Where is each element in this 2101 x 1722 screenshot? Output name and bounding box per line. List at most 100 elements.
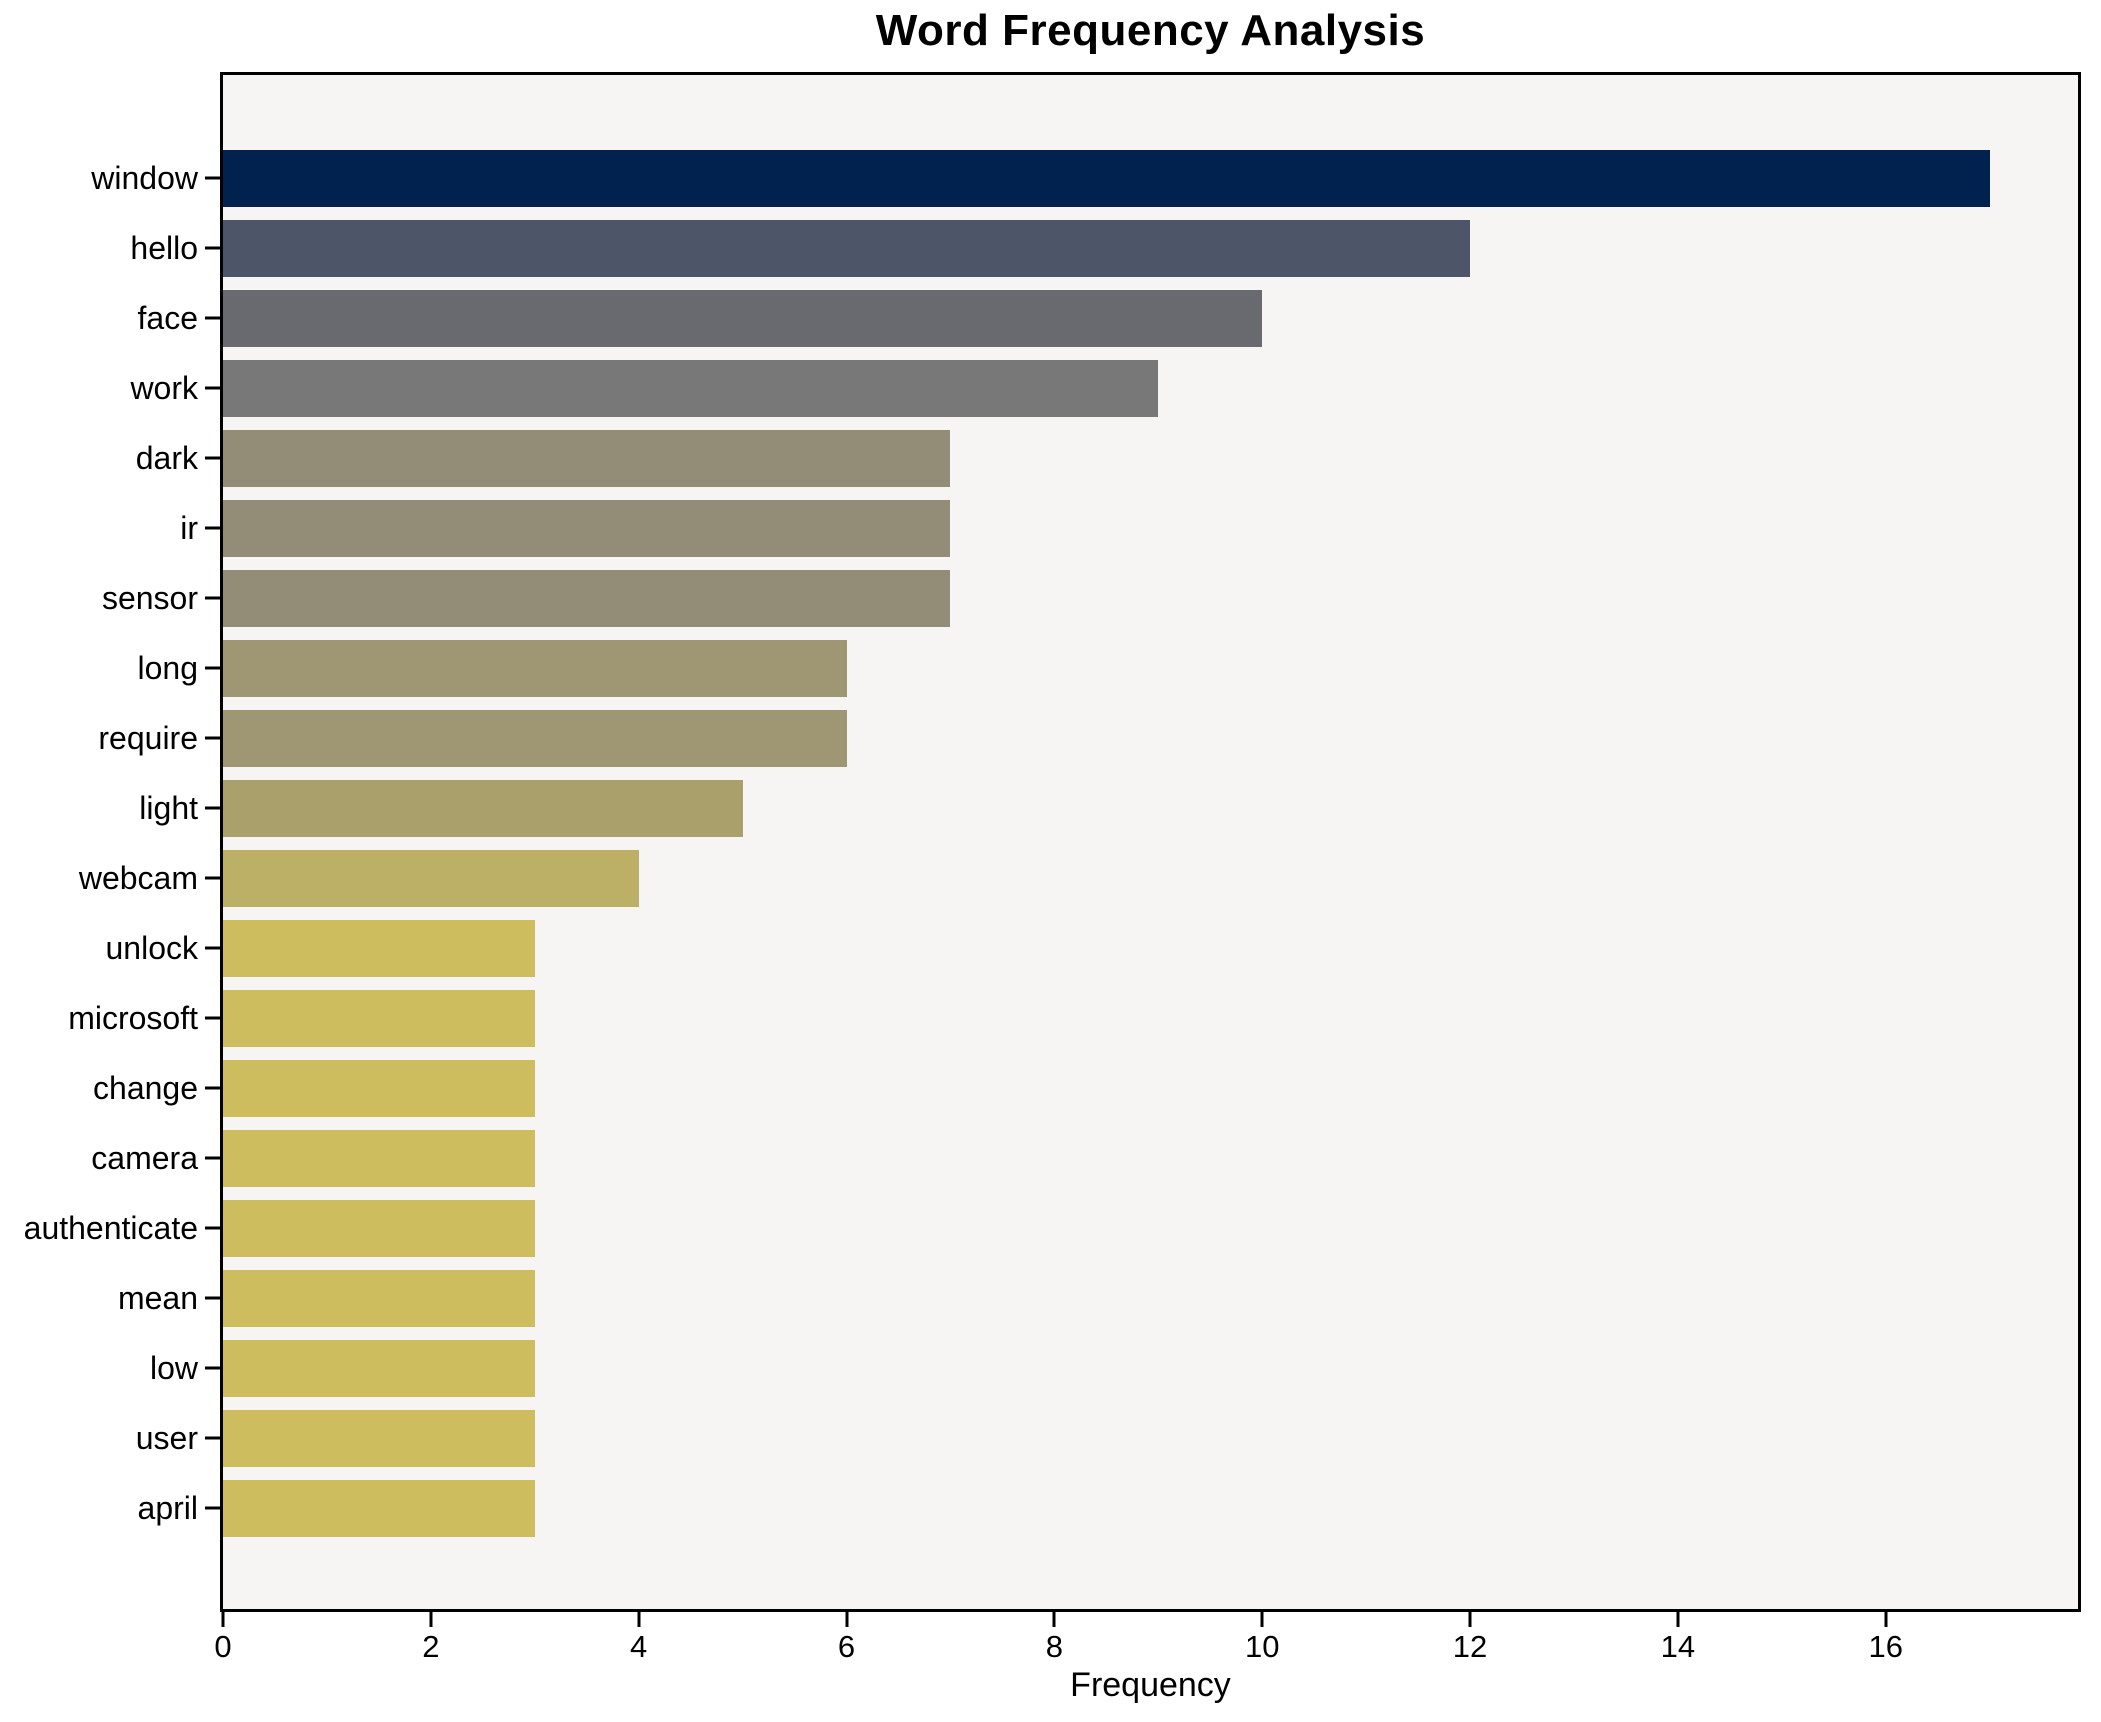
bar-row: camera — [91, 1123, 2078, 1193]
x-tick — [1468, 1612, 1472, 1627]
bar-row: low — [150, 1333, 2078, 1403]
bar-row: authenticate — [24, 1193, 2078, 1263]
y-tick — [205, 1506, 220, 1510]
y-axis-label-light: light — [139, 790, 198, 826]
y-tick — [205, 456, 220, 460]
x-tick-label-4: 4 — [630, 1629, 648, 1664]
y-axis-label-authenticate: authenticate — [23, 1210, 198, 1246]
y-axis-label-face: face — [137, 300, 198, 336]
bar-change — [223, 1059, 535, 1117]
y-tick — [205, 1436, 220, 1440]
x-tick-label-16: 16 — [1868, 1629, 1903, 1664]
bar-long — [223, 639, 847, 697]
bar-april — [223, 1479, 535, 1537]
bar-mean — [223, 1269, 535, 1327]
y-tick — [205, 876, 220, 880]
y-axis-label-long: long — [137, 650, 199, 686]
bar-row: webcam — [79, 843, 2078, 913]
bar-row: light — [139, 773, 2078, 843]
y-axis-label-mean: mean — [117, 1280, 198, 1316]
x-tick — [1676, 1612, 1680, 1627]
bar-require — [223, 709, 847, 767]
bar-rows: window hello face work dark ir sensor long requi… — [24, 75, 2078, 1609]
bar-row: dark — [136, 423, 2078, 493]
x-tick-label-2: 2 — [422, 1629, 440, 1664]
y-tick — [205, 1016, 220, 1020]
bar-sensor — [223, 569, 951, 627]
bar-hello — [223, 219, 1471, 277]
bar-work — [223, 359, 1159, 417]
y-axis-label-april: april — [137, 1490, 198, 1526]
y-tick — [205, 1296, 220, 1300]
bar-row: hello — [130, 213, 2078, 283]
bar-dark — [223, 429, 951, 487]
x-tick-label-6: 6 — [837, 1629, 856, 1664]
bar-row: user — [136, 1403, 2078, 1473]
y-axis-label-change: change — [93, 1070, 198, 1106]
y-tick — [205, 736, 220, 740]
y-axis-label-window: window — [91, 160, 198, 196]
bar-camera — [223, 1129, 535, 1187]
bar-light — [223, 779, 743, 837]
y-tick — [205, 316, 220, 320]
bar-row: sensor — [102, 563, 2078, 633]
y-axis-label-sensor: sensor — [101, 580, 198, 616]
y-tick — [205, 1156, 220, 1160]
x-tick — [845, 1612, 849, 1627]
y-tick — [205, 176, 220, 180]
plot-area: window hello face work dark ir sensor long requi… — [24, 72, 2081, 1662]
bar-low — [223, 1339, 535, 1397]
y-tick — [205, 596, 220, 600]
bar-face — [223, 289, 1263, 347]
y-axis-label-unlock: unlock — [105, 930, 199, 966]
y-tick — [205, 526, 220, 530]
bar-row: ir — [180, 493, 2078, 563]
bar-row: mean — [118, 1263, 2078, 1333]
y-axis-label-require: require — [98, 720, 198, 756]
bar-authenticate — [223, 1199, 535, 1257]
x-tick — [1884, 1612, 1888, 1627]
x-tick — [1260, 1612, 1264, 1627]
x-axis-label: Frequency — [1070, 1666, 1231, 1704]
bar-row: require — [98, 703, 2078, 773]
bar-row: window — [91, 143, 2078, 213]
y-axis-label-microsoft: microsoft — [68, 1000, 198, 1036]
y-axis-label-ir: ir — [180, 510, 198, 546]
bar-microsoft — [223, 989, 535, 1047]
x-tick-label-10: 10 — [1244, 1629, 1280, 1664]
chart-title: Word Frequency Analysis — [875, 6, 1426, 55]
x-tick-label-14: 14 — [1660, 1629, 1696, 1664]
x-tick — [221, 1612, 225, 1627]
y-tick — [205, 1226, 220, 1230]
bar-row: face — [138, 283, 2078, 353]
y-axis-label-hello: hello — [130, 230, 198, 266]
bar-row: microsoft — [68, 983, 2078, 1053]
bar-window — [223, 149, 1990, 207]
bar-ir — [223, 499, 951, 557]
bar-user — [223, 1409, 535, 1467]
bar-webcam — [223, 849, 639, 907]
y-tick — [205, 1366, 220, 1370]
x-tick — [637, 1612, 641, 1627]
bar-row: long — [138, 633, 2078, 703]
bar-unlock — [223, 919, 535, 977]
y-axis-label-camera: camera — [91, 1140, 198, 1176]
y-axis-label-webcam: webcam — [78, 860, 198, 896]
bar-row: change — [93, 1053, 2078, 1123]
bar-row: work — [130, 353, 2078, 423]
y-tick — [205, 806, 220, 810]
y-axis-label-low: low — [149, 1350, 198, 1386]
y-tick — [205, 946, 220, 950]
y-axis-label-dark: dark — [135, 440, 198, 476]
x-tick-label-0: 0 — [214, 1629, 232, 1664]
x-tick — [429, 1612, 433, 1627]
y-axis-label-user: user — [135, 1420, 198, 1456]
y-tick — [205, 246, 220, 250]
x-tick-label-12: 12 — [1452, 1629, 1488, 1664]
y-tick — [205, 1086, 220, 1090]
bar-row: april — [138, 1473, 2078, 1543]
x-tick-label-8: 8 — [1045, 1629, 1063, 1664]
bar-row: unlock — [106, 913, 2078, 983]
y-tick — [205, 386, 220, 390]
